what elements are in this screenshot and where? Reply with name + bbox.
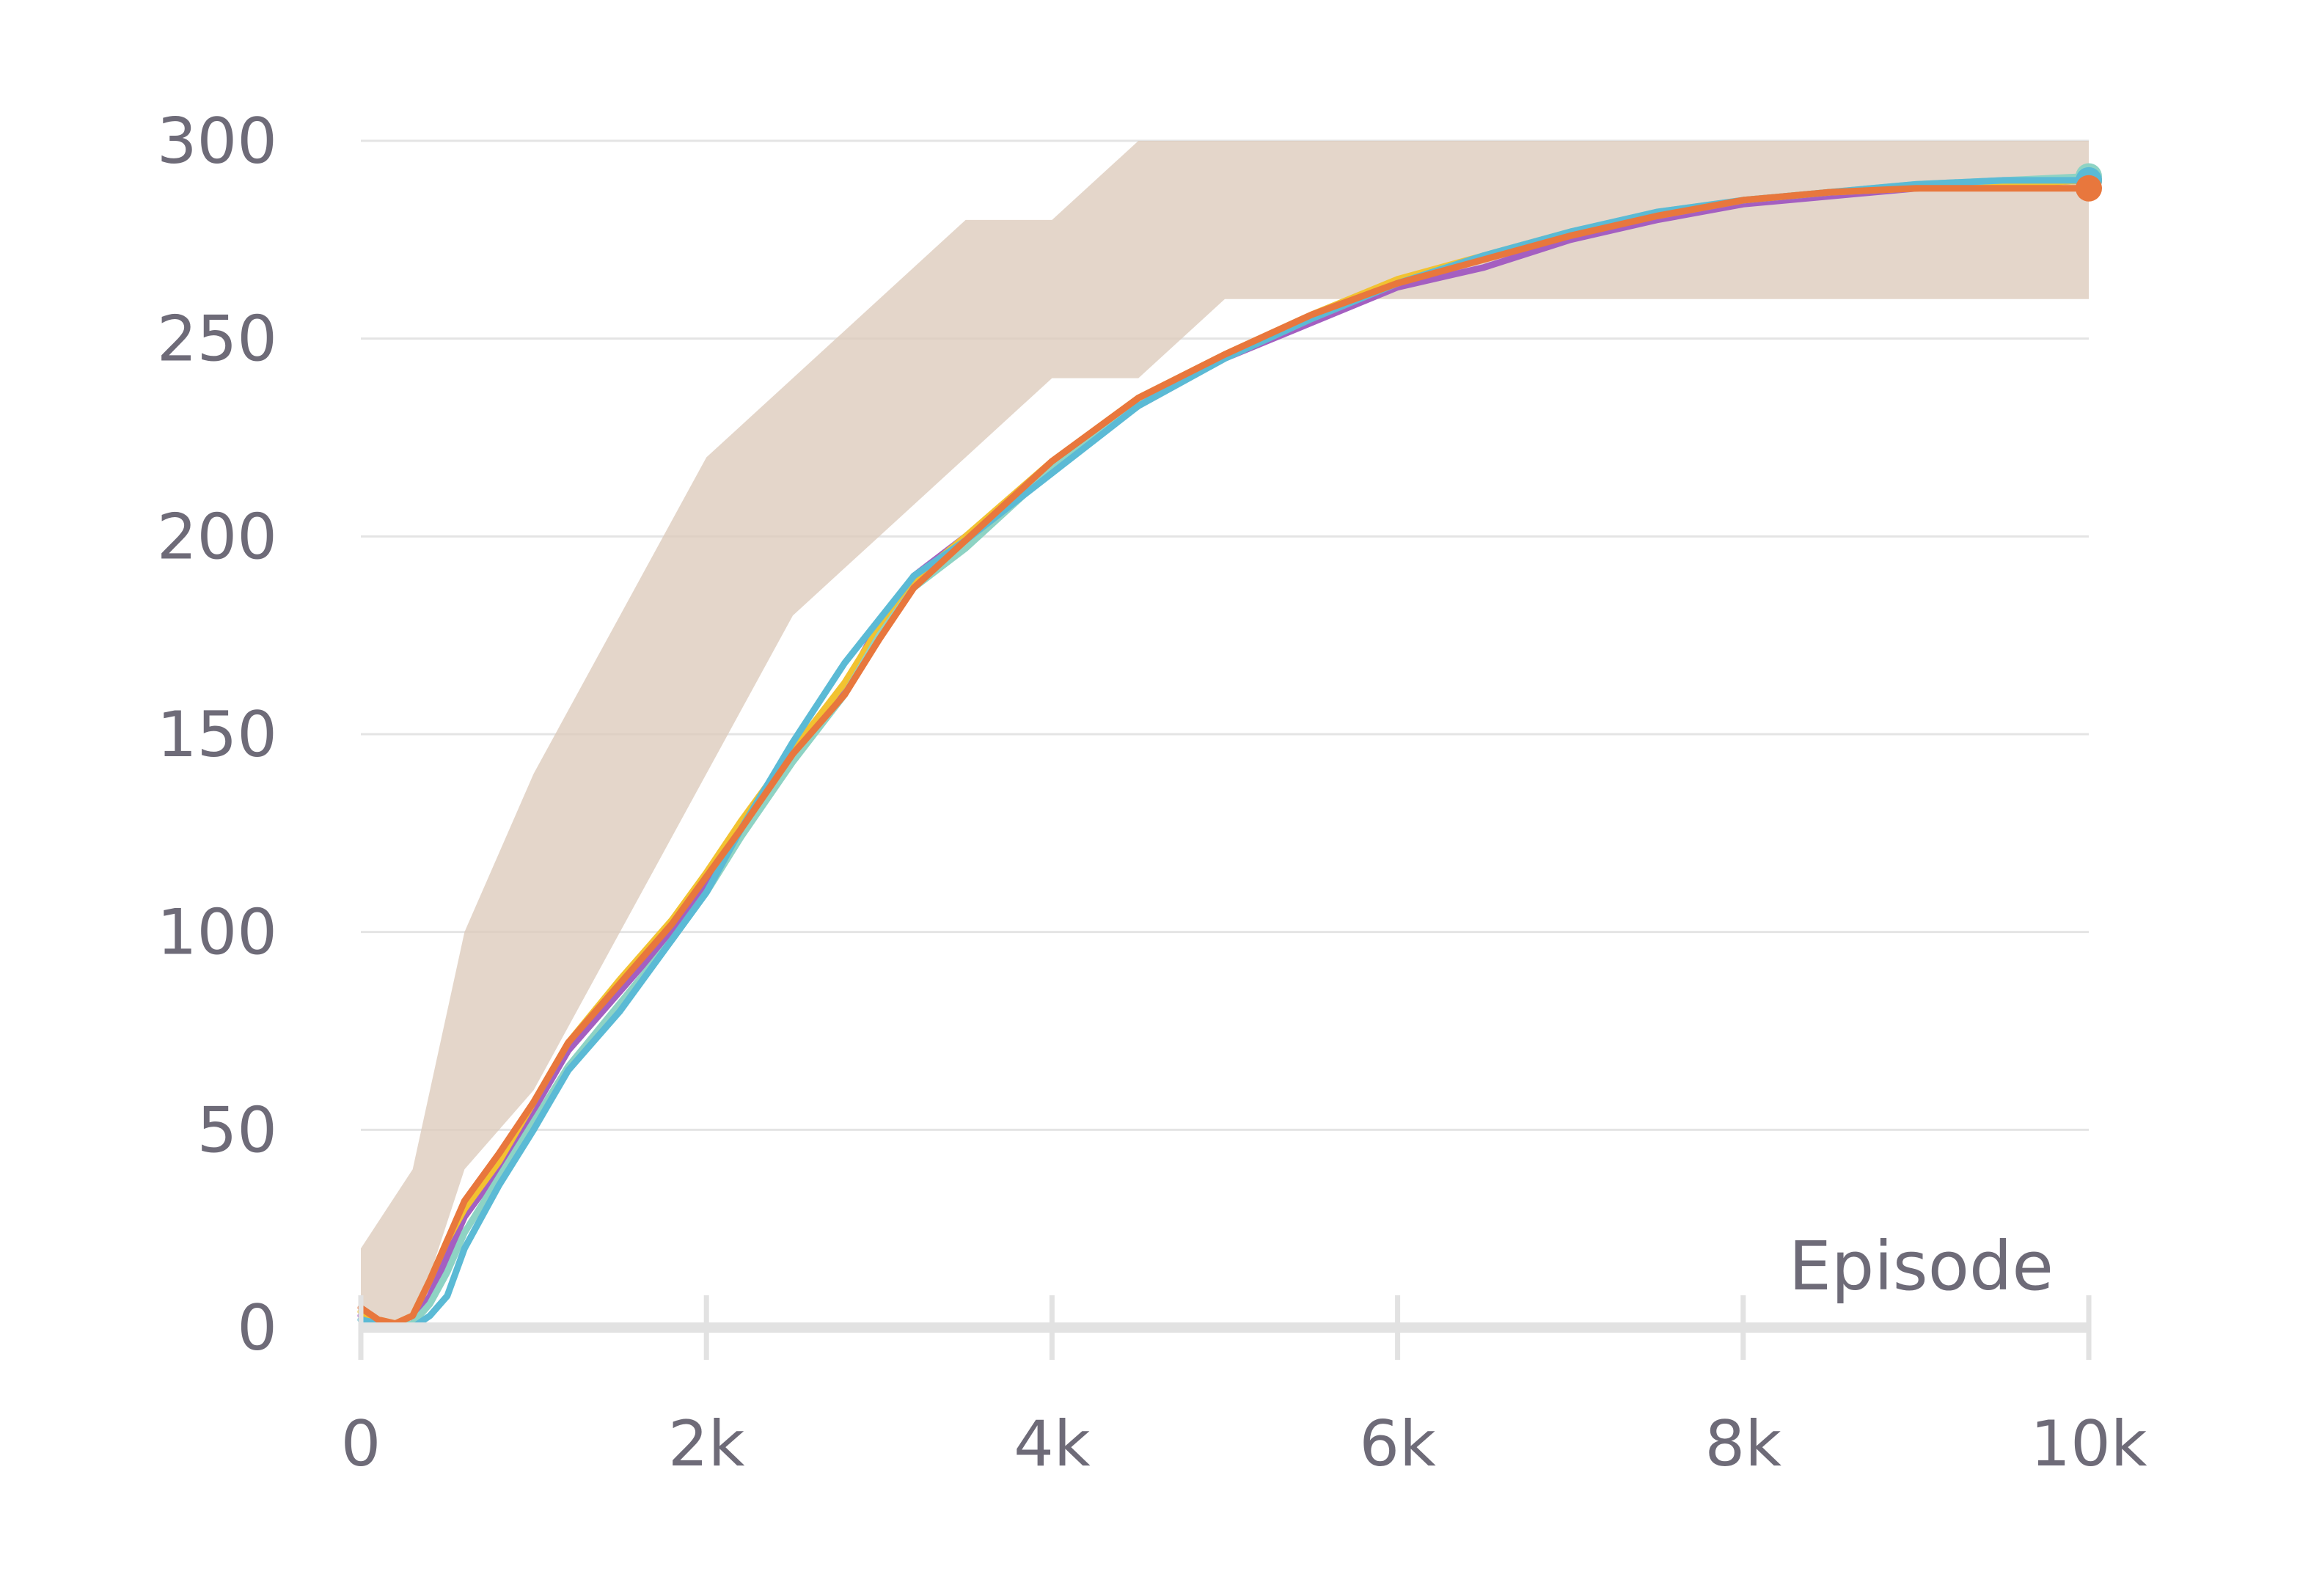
y-tick-label: 50 [197,1094,277,1167]
raw-values-band [361,141,2089,1328]
x-tick-labels: 0 2k 4k 6k 8k 10k [341,1408,2147,1481]
y-tick-label: 100 [157,896,277,970]
y-tick-label: 150 [157,698,277,772]
y-tick-label: 300 [157,105,277,178]
x-tick-label: 0 [341,1408,381,1481]
y-tick-label: 0 [237,1292,277,1365]
raw-band-area [361,141,2089,1328]
y-tick-labels: 0 50 100 150 200 250 300 [157,105,277,1365]
x-tick-label: 8k [1705,1408,1782,1481]
y-tick-label: 250 [157,303,277,376]
y-tick-label: 200 [157,500,277,574]
x-tick-label: 10k [2030,1408,2147,1481]
x-tick-label: 6k [1359,1408,1436,1481]
x-axis [358,1295,2092,1360]
series-end-point-5 [2076,175,2102,202]
series-lines [357,163,2102,1331]
series-line-5 [357,185,2092,1328]
x-axis-title: Episode [1789,1227,2054,1306]
series-line-4 [357,177,2092,1331]
x-tick-label: 4k [1014,1408,1091,1481]
x-tick-label: 2k [668,1408,745,1481]
